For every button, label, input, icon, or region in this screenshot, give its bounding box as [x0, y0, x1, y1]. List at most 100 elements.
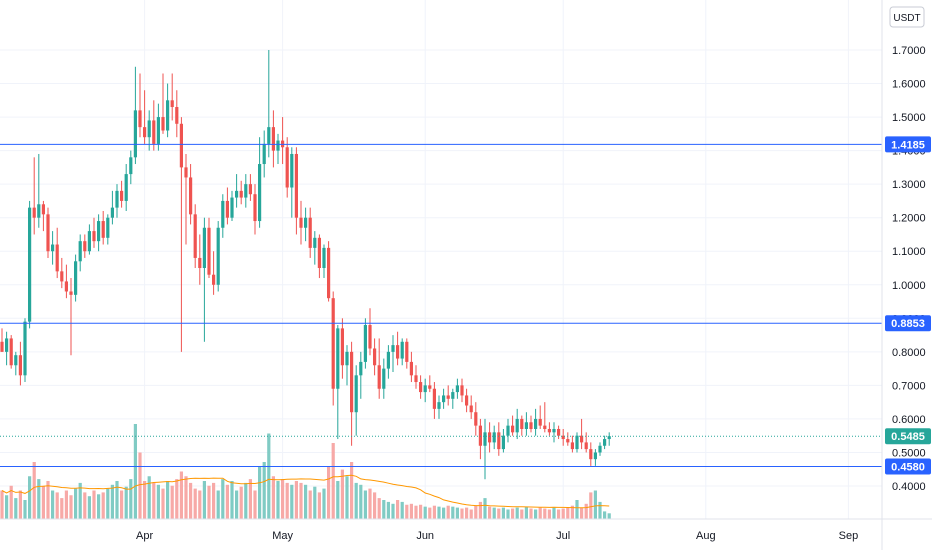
- volume-bar: [138, 452, 142, 519]
- candle: [322, 244, 326, 279]
- volume-bar: [391, 503, 395, 519]
- candle: [156, 103, 160, 151]
- candle: [552, 422, 556, 443]
- candle-body: [281, 140, 285, 148]
- candle: [363, 318, 367, 369]
- candle: [138, 73, 142, 138]
- candle-body: [368, 325, 372, 349]
- candle-body: [87, 231, 91, 252]
- volume-bar: [124, 486, 128, 519]
- candle-body: [529, 422, 533, 429]
- candle: [120, 180, 124, 208]
- candle-body: [363, 325, 367, 362]
- volume-bar: [363, 490, 367, 519]
- candle-body: [46, 214, 50, 252]
- volume-bar: [32, 462, 36, 519]
- candle-body: [14, 355, 18, 366]
- candle: [166, 83, 170, 138]
- candle-body: [5, 338, 9, 352]
- volume-bar: [488, 506, 492, 519]
- candle-body: [442, 395, 446, 403]
- candle: [469, 395, 473, 419]
- volume-bar: [336, 481, 340, 519]
- candle: [37, 153, 41, 228]
- volume-bar: [414, 505, 418, 519]
- candle: [304, 207, 308, 242]
- candle-body: [156, 117, 160, 144]
- candle: [170, 73, 174, 121]
- candle: [331, 291, 335, 406]
- volume-bar: [465, 507, 469, 519]
- volume-bar: [129, 479, 133, 519]
- volume-bar: [593, 490, 597, 519]
- candle: [64, 264, 68, 299]
- candle-body: [607, 436, 611, 440]
- candle-body: [304, 217, 308, 228]
- volume-bar: [547, 509, 551, 519]
- candle: [230, 190, 234, 222]
- candle: [5, 331, 9, 366]
- volume-bar: [469, 509, 473, 519]
- volume-bar: [520, 509, 524, 519]
- candle-body: [492, 432, 496, 443]
- candle: [189, 164, 193, 225]
- candle-body: [350, 351, 354, 413]
- volume-bar: [524, 506, 528, 519]
- candle-body: [9, 338, 13, 366]
- horizontal-lines[interactable]: [0, 143, 882, 468]
- candle-body: [538, 418, 542, 426]
- volume-bar: [253, 490, 257, 519]
- candle: [198, 234, 202, 285]
- volume-bar: [570, 505, 574, 519]
- candle-body: [147, 120, 151, 138]
- volume-bar: [235, 490, 239, 519]
- currency-badge[interactable]: USDT: [889, 6, 925, 28]
- candle-body: [290, 153, 294, 188]
- volume-bar: [212, 482, 216, 519]
- candle-body: [432, 388, 436, 409]
- candle: [455, 378, 459, 399]
- candle: [497, 422, 501, 456]
- candle-body: [340, 328, 344, 366]
- volume-bar: [202, 481, 206, 519]
- volume-bar: [37, 479, 41, 519]
- volume-bar: [534, 509, 538, 519]
- candle: [267, 50, 271, 158]
- volume-bar: [460, 508, 464, 519]
- volume-bar: [446, 505, 450, 519]
- candle: [46, 207, 50, 258]
- price-tick-label: 0.4000: [892, 481, 926, 493]
- candle-body: [184, 167, 188, 178]
- volume-bar: [221, 479, 225, 519]
- candle-body: [575, 435, 579, 450]
- candle-body: [584, 442, 588, 450]
- candle-body: [179, 123, 183, 168]
- candle: [78, 234, 82, 272]
- candle: [271, 110, 275, 168]
- volume-bar: [354, 482, 358, 519]
- candle-body: [225, 200, 229, 218]
- candle: [97, 214, 101, 252]
- candle: [115, 184, 119, 218]
- candle: [515, 408, 519, 440]
- volume-bar: [327, 466, 331, 519]
- candle: [87, 224, 91, 255]
- candle: [258, 137, 262, 228]
- candle-body: [566, 439, 570, 443]
- candle-body: [115, 190, 119, 208]
- candle: [483, 418, 487, 480]
- volume-bar: [46, 481, 50, 519]
- candle-body: [391, 345, 395, 352]
- candle: [442, 388, 446, 409]
- candle-body: [547, 428, 551, 433]
- price-tick-label: 1.5000: [892, 112, 926, 124]
- candle: [74, 254, 78, 302]
- candle-body: [124, 174, 128, 201]
- candle: [529, 415, 533, 433]
- candle: [506, 418, 510, 443]
- volume-bar: [290, 484, 294, 519]
- candle-body: [409, 361, 413, 376]
- volume-bar: [179, 471, 183, 519]
